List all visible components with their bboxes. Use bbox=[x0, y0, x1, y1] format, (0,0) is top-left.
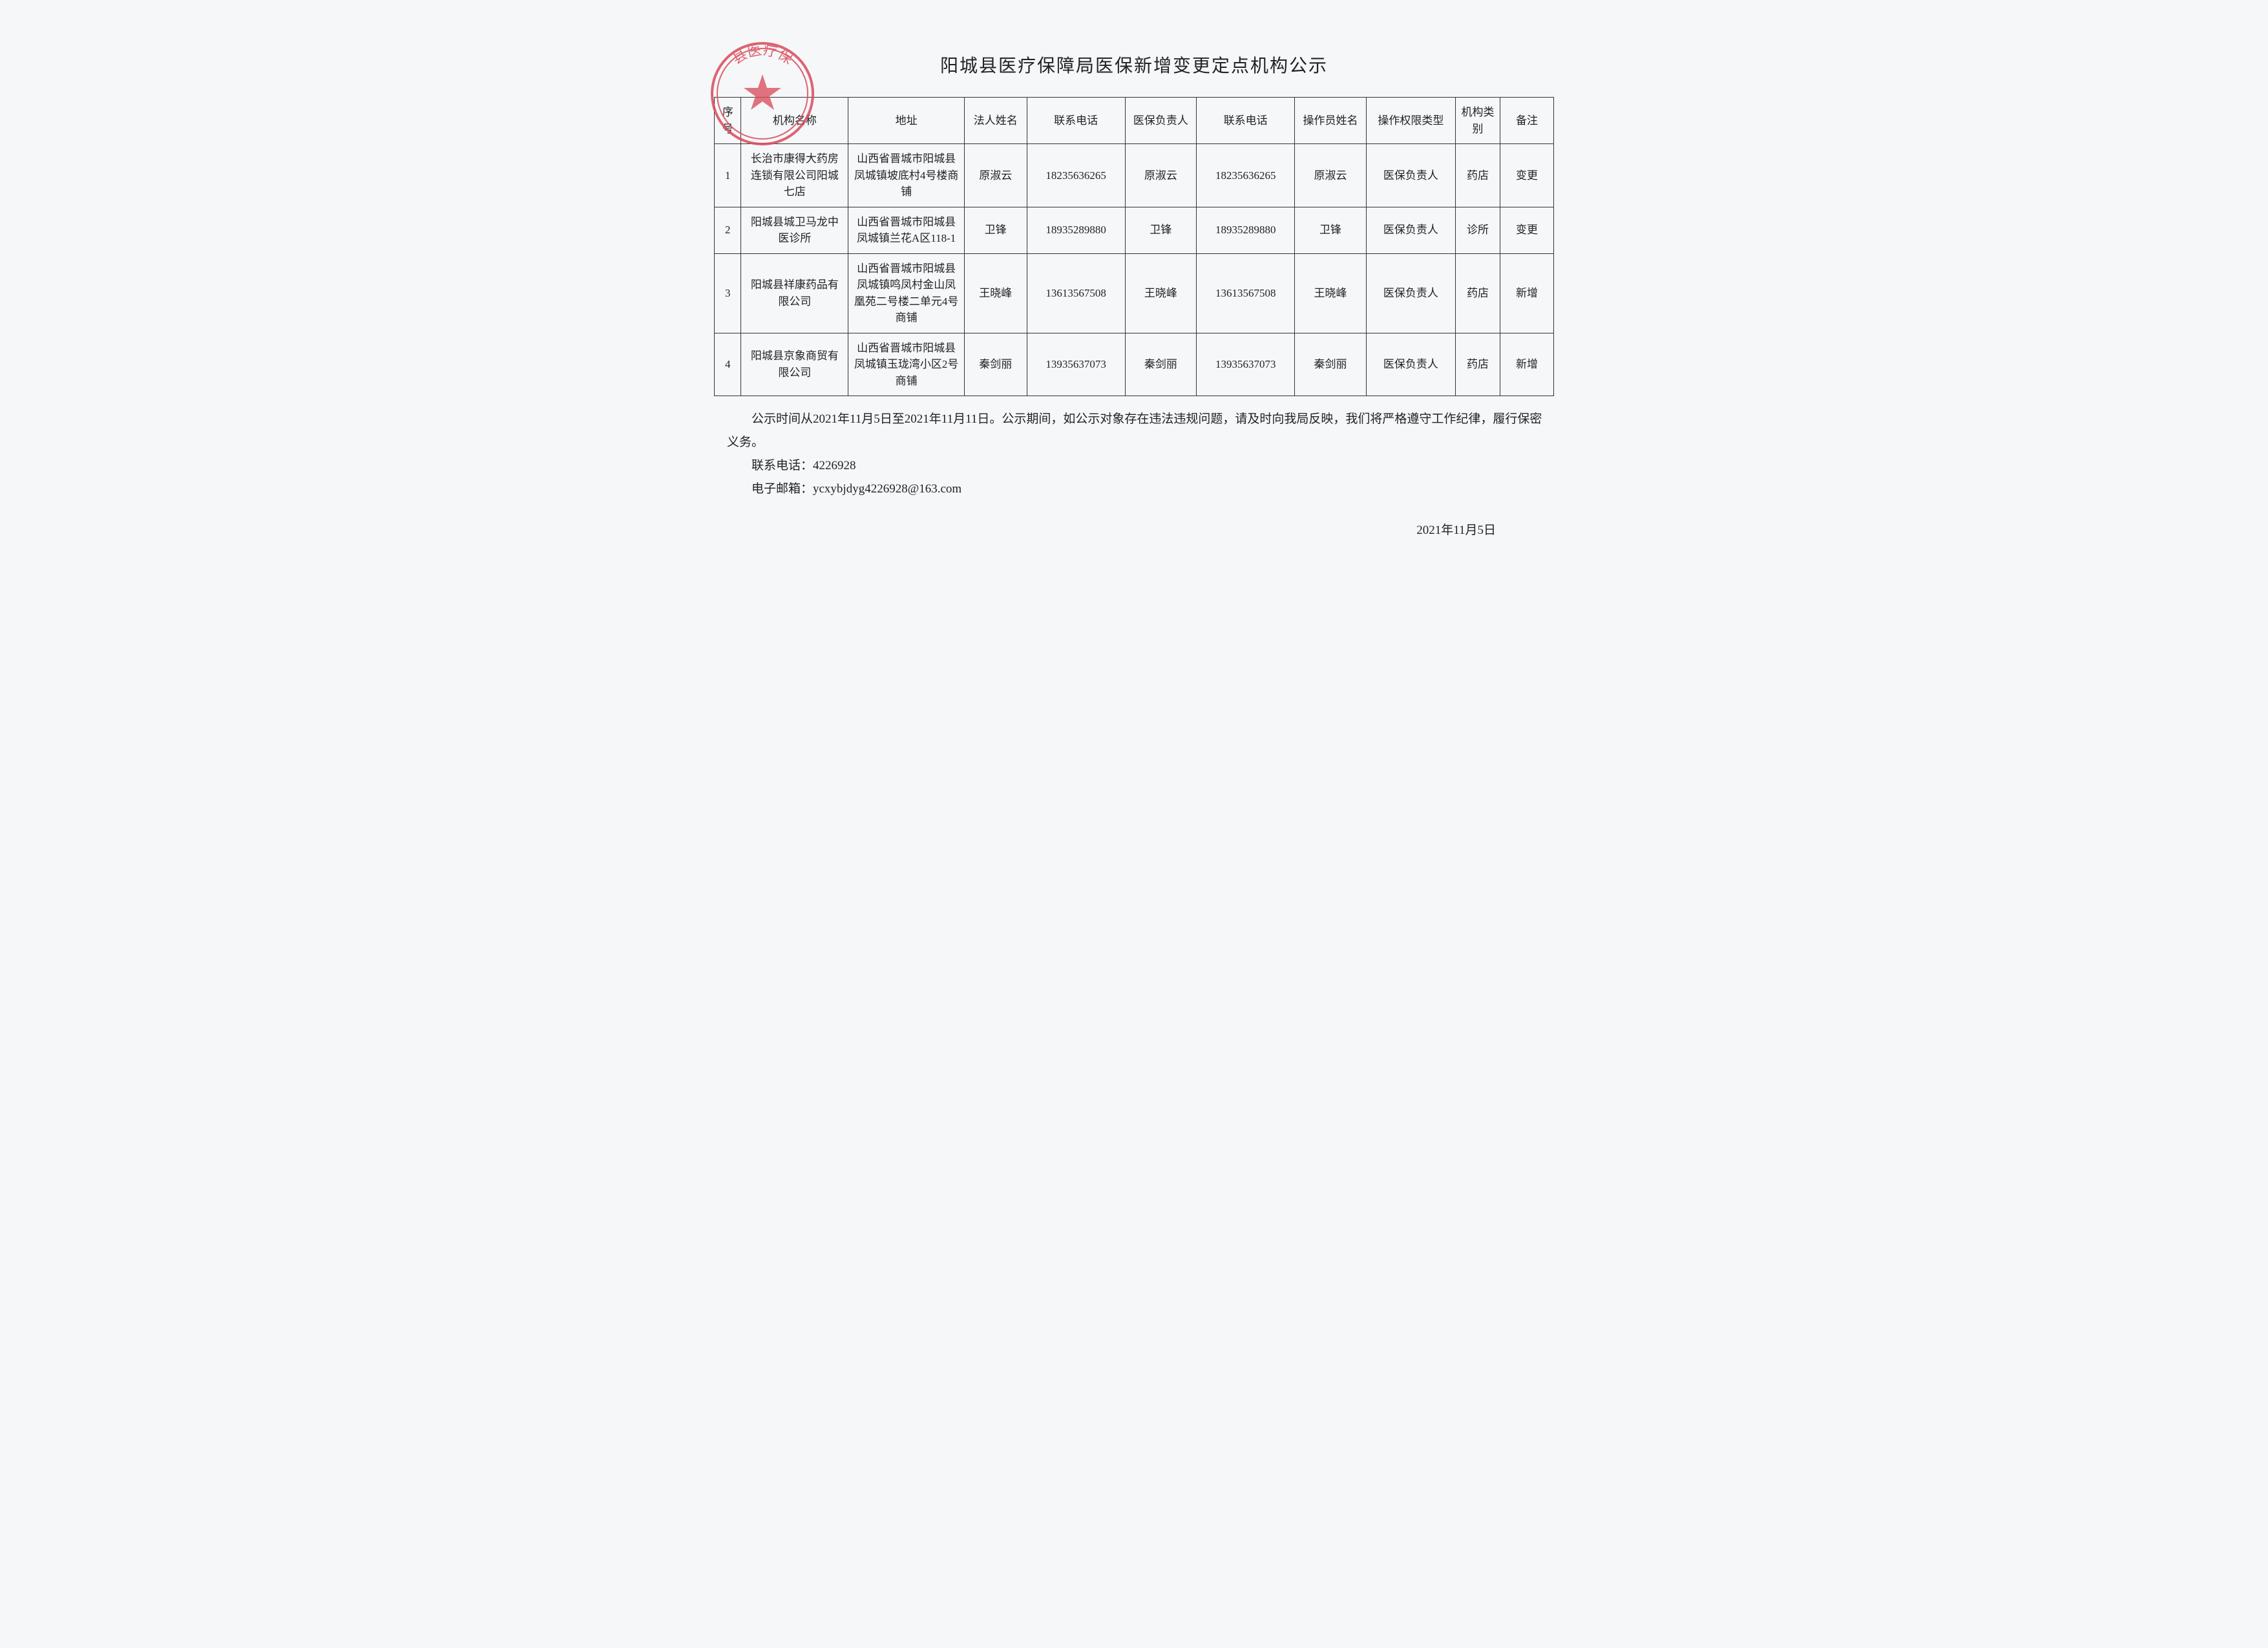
cell-addr: 山西省晋城市阳城县凤城镇玉珑湾小区2号商铺 bbox=[848, 333, 965, 396]
document-page: 县医疗保 阳城县医疗保障局医保新增变更定点机构公示 序号 机构名称 地址 法人姓… bbox=[714, 52, 1554, 538]
cell-resp: 王晓峰 bbox=[1125, 253, 1197, 333]
cell-name: 阳城县城卫马龙中医诊所 bbox=[741, 207, 848, 253]
cell-perm: 医保负责人 bbox=[1366, 144, 1455, 207]
cell-name: 阳城县京象商贸有限公司 bbox=[741, 333, 848, 396]
cell-oper: 王晓峰 bbox=[1295, 253, 1367, 333]
cell-phone2: 13935637073 bbox=[1197, 333, 1295, 396]
col-header-legal: 法人姓名 bbox=[964, 98, 1027, 144]
table-row: 3 阳城县祥康药品有限公司 山西省晋城市阳城县凤城镇鸣凤村金山凤凰苑二号楼二单元… bbox=[715, 253, 1554, 333]
footer-date: 2021年11月5日 bbox=[714, 520, 1554, 538]
cell-legal: 王晓峰 bbox=[964, 253, 1027, 333]
cell-type: 药店 bbox=[1455, 333, 1500, 396]
cell-remark: 变更 bbox=[1500, 207, 1554, 253]
cell-perm: 医保负责人 bbox=[1366, 333, 1455, 396]
cell-phone1: 13613567508 bbox=[1027, 253, 1125, 333]
table-row: 2 阳城县城卫马龙中医诊所 山西省晋城市阳城县凤城镇兰花A区118-1 卫锋 1… bbox=[715, 207, 1554, 253]
table-row: 4 阳城县京象商贸有限公司 山西省晋城市阳城县凤城镇玉珑湾小区2号商铺 秦剑丽 … bbox=[715, 333, 1554, 396]
col-header-perm: 操作权限类型 bbox=[1366, 98, 1455, 144]
col-header-type: 机构类别 bbox=[1455, 98, 1500, 144]
cell-phone2: 18235636265 bbox=[1197, 144, 1295, 207]
cell-remark: 变更 bbox=[1500, 144, 1554, 207]
col-header-addr: 地址 bbox=[848, 98, 965, 144]
cell-phone2: 18935289880 bbox=[1197, 207, 1295, 253]
cell-name: 阳城县祥康药品有限公司 bbox=[741, 253, 848, 333]
cell-phone2: 13613567508 bbox=[1197, 253, 1295, 333]
col-header-oper: 操作员姓名 bbox=[1295, 98, 1367, 144]
cell-addr: 山西省晋城市阳城县凤城镇坡底村4号楼商铺 bbox=[848, 144, 965, 207]
footer-notice: 公示时间从2021年11月5日至2021年11月11日。公示期间，如公示对象存在… bbox=[727, 408, 1554, 454]
cell-remark: 新增 bbox=[1500, 253, 1554, 333]
cell-resp: 卫锋 bbox=[1125, 207, 1197, 253]
col-header-resp: 医保负责人 bbox=[1125, 98, 1197, 144]
cell-perm: 医保负责人 bbox=[1366, 207, 1455, 253]
cell-resp: 原淑云 bbox=[1125, 144, 1197, 207]
cell-addr: 山西省晋城市阳城县凤城镇鸣凤村金山凤凰苑二号楼二单元4号商铺 bbox=[848, 253, 965, 333]
table-row: 1 长治市康得大药房连锁有限公司阳城七店 山西省晋城市阳城县凤城镇坡底村4号楼商… bbox=[715, 144, 1554, 207]
cell-resp: 秦剑丽 bbox=[1125, 333, 1197, 396]
institutions-table: 序号 机构名称 地址 法人姓名 联系电话 医保负责人 联系电话 操作员姓名 操作… bbox=[714, 97, 1554, 396]
footer-phone: 联系电话：4226928 bbox=[727, 454, 1554, 478]
cell-seq: 2 bbox=[715, 207, 741, 253]
cell-remark: 新增 bbox=[1500, 333, 1554, 396]
cell-type: 药店 bbox=[1455, 144, 1500, 207]
cell-name: 长治市康得大药房连锁有限公司阳城七店 bbox=[741, 144, 848, 207]
col-header-phone1: 联系电话 bbox=[1027, 98, 1125, 144]
cell-oper: 秦剑丽 bbox=[1295, 333, 1367, 396]
table-body: 1 长治市康得大药房连锁有限公司阳城七店 山西省晋城市阳城县凤城镇坡底村4号楼商… bbox=[715, 144, 1554, 396]
table-header-row: 序号 机构名称 地址 法人姓名 联系电话 医保负责人 联系电话 操作员姓名 操作… bbox=[715, 98, 1554, 144]
col-header-phone2: 联系电话 bbox=[1197, 98, 1295, 144]
cell-phone1: 18235636265 bbox=[1027, 144, 1125, 207]
footer-text-block: 公示时间从2021年11月5日至2021年11月11日。公示期间，如公示对象存在… bbox=[714, 408, 1554, 501]
cell-legal: 原淑云 bbox=[964, 144, 1027, 207]
cell-type: 药店 bbox=[1455, 253, 1500, 333]
cell-type: 诊所 bbox=[1455, 207, 1500, 253]
cell-phone1: 18935289880 bbox=[1027, 207, 1125, 253]
cell-seq: 1 bbox=[715, 144, 741, 207]
cell-perm: 医保负责人 bbox=[1366, 253, 1455, 333]
cell-legal: 秦剑丽 bbox=[964, 333, 1027, 396]
page-title: 阳城县医疗保障局医保新增变更定点机构公示 bbox=[714, 52, 1554, 78]
col-header-remark: 备注 bbox=[1500, 98, 1554, 144]
cell-addr: 山西省晋城市阳城县凤城镇兰花A区118-1 bbox=[848, 207, 965, 253]
svg-text:县医疗保: 县医疗保 bbox=[730, 41, 796, 67]
cell-oper: 原淑云 bbox=[1295, 144, 1367, 207]
cell-seq: 4 bbox=[715, 333, 741, 396]
cell-legal: 卫锋 bbox=[964, 207, 1027, 253]
cell-seq: 3 bbox=[715, 253, 741, 333]
official-stamp: 县医疗保 bbox=[708, 39, 817, 149]
cell-oper: 卫锋 bbox=[1295, 207, 1367, 253]
footer-email: 电子邮箱：ycxybjdyg4226928@163.com bbox=[727, 478, 1554, 501]
cell-phone1: 13935637073 bbox=[1027, 333, 1125, 396]
